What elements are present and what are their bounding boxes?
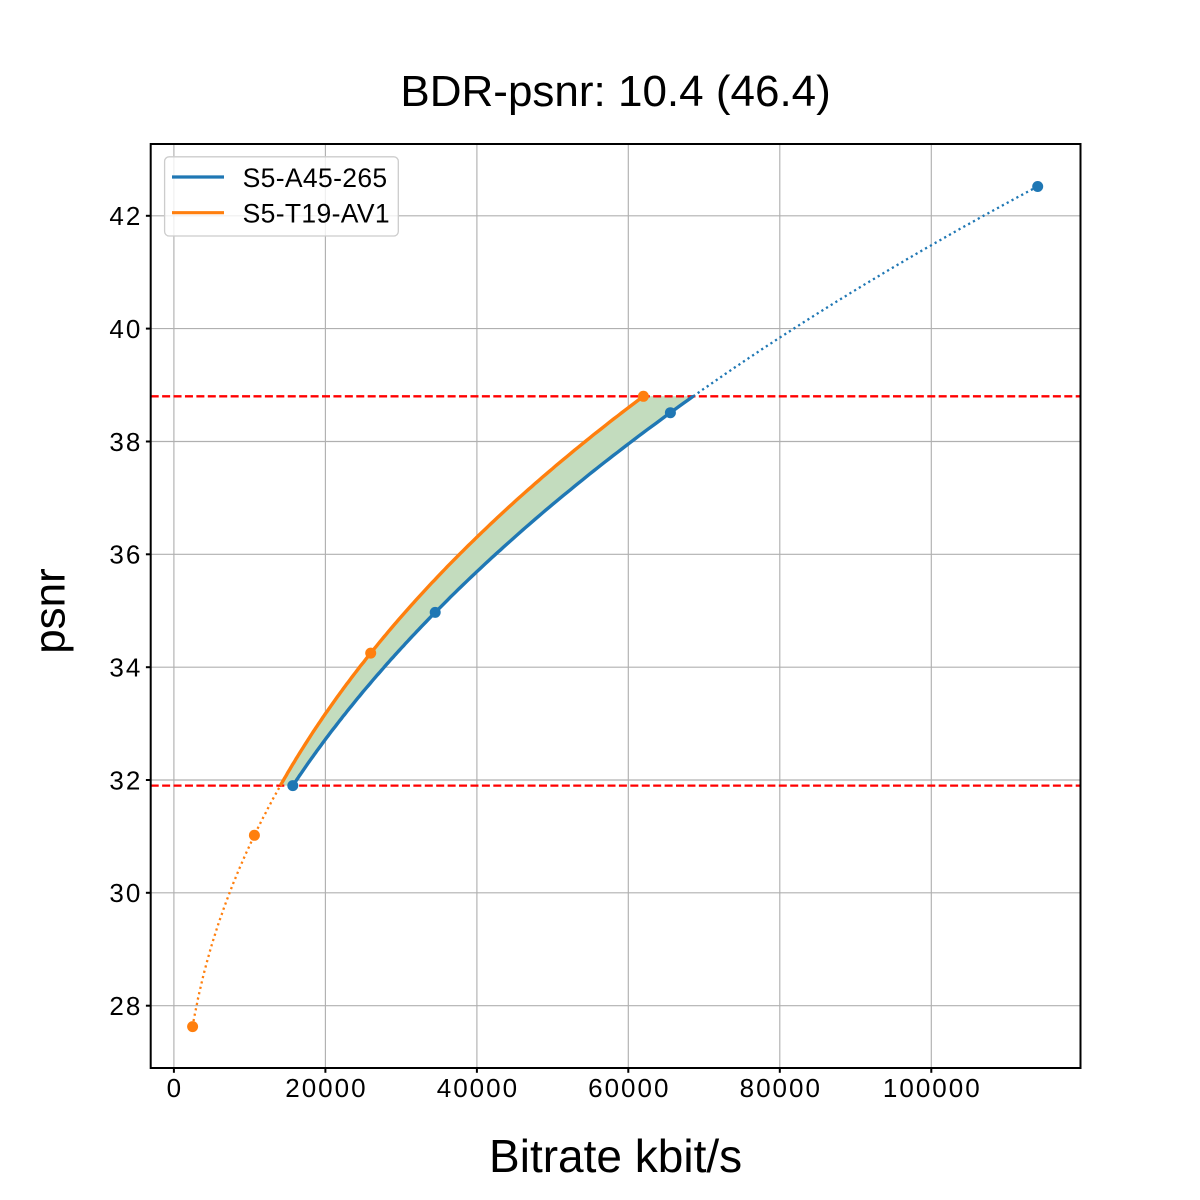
svg-text:40: 40 (109, 314, 142, 344)
svg-text:S5-A45-265: S5-A45-265 (243, 163, 388, 193)
svg-text:BDR-psnr: 10.4 (46.4): BDR-psnr: 10.4 (46.4) (400, 67, 830, 116)
svg-text:100000: 100000 (883, 1073, 982, 1103)
svg-text:20000: 20000 (285, 1073, 367, 1103)
svg-text:80000: 80000 (740, 1073, 822, 1103)
svg-text:Bitrate kbit/s: Bitrate kbit/s (489, 1130, 742, 1182)
svg-text:34: 34 (109, 653, 142, 683)
svg-text:psnr: psnr (26, 568, 75, 654)
svg-text:0: 0 (167, 1073, 183, 1103)
svg-text:S5-T19-AV1: S5-T19-AV1 (243, 199, 390, 229)
svg-text:30: 30 (109, 878, 142, 908)
svg-text:36: 36 (109, 540, 142, 570)
svg-text:40000: 40000 (437, 1073, 519, 1103)
svg-text:42: 42 (109, 201, 142, 231)
svg-text:38: 38 (109, 427, 142, 457)
svg-text:28: 28 (109, 991, 142, 1021)
svg-text:32: 32 (109, 765, 142, 795)
svg-text:60000: 60000 (588, 1073, 670, 1103)
